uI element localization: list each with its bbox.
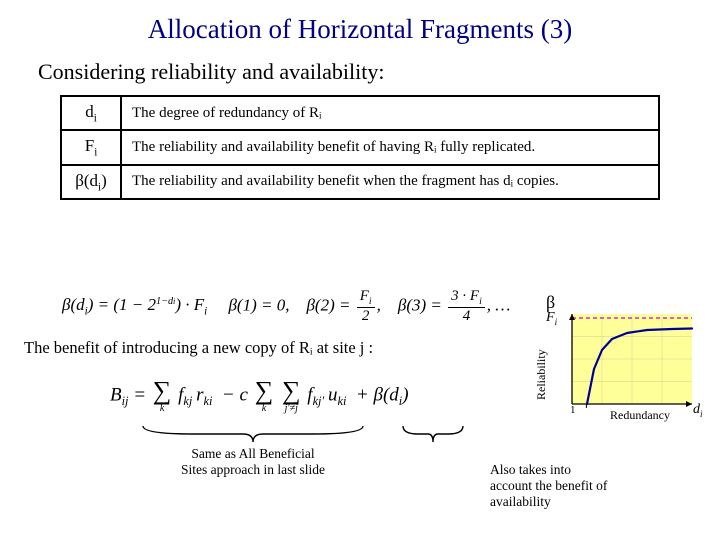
- bij-equation: Bij = ∑k fkj rki − c ∑k ∑j′≠j fkj′ uki +…: [110, 378, 409, 414]
- chart-x-tick-1: 1: [570, 404, 576, 416]
- brace-left-line2: Sites approach in last slide: [181, 462, 325, 477]
- benefit-intro-text: The benefit of introducing a new copy of…: [0, 338, 373, 358]
- table-row: di The degree of redundancy of Rᵢ: [61, 96, 659, 130]
- table-row: β(di) The reliability and availability b…: [61, 165, 659, 199]
- definitions-table: di The degree of redundancy of Rᵢ Fi The…: [60, 95, 660, 200]
- table-row: Fi The reliability and availability bene…: [61, 130, 659, 164]
- chart-y-label: Reliability: [534, 349, 549, 400]
- beta-equation: β(di) = (1 − 21−di) · Fi β(1) = 0, β(2) …: [62, 288, 510, 325]
- definition-cell: The degree of redundancy of Rᵢ: [121, 96, 659, 130]
- brace-left-line1: Same as All Beneficial: [191, 446, 314, 461]
- definition-cell: The reliability and availability benefit…: [121, 130, 659, 164]
- reliability-chart: β Fi Reliability 1 Redundancy di: [540, 300, 710, 430]
- chart-di-label: di: [693, 402, 703, 419]
- definition-cell: The reliability and availability benefit…: [121, 165, 659, 199]
- brace-left: Same as All Beneficial Sites approach in…: [138, 424, 368, 478]
- also-caption: Also takes into account the benefit of a…: [490, 462, 660, 511]
- chart-x-label: Redundancy: [610, 408, 670, 423]
- subtitle: Considering reliability and availability…: [0, 45, 720, 95]
- symbol-cell: β(di): [61, 165, 121, 199]
- page-title: Allocation of Horizontal Fragments (3): [0, 0, 720, 45]
- symbol-cell: di: [61, 96, 121, 130]
- brace-right: [398, 424, 468, 444]
- symbol-cell: Fi: [61, 130, 121, 164]
